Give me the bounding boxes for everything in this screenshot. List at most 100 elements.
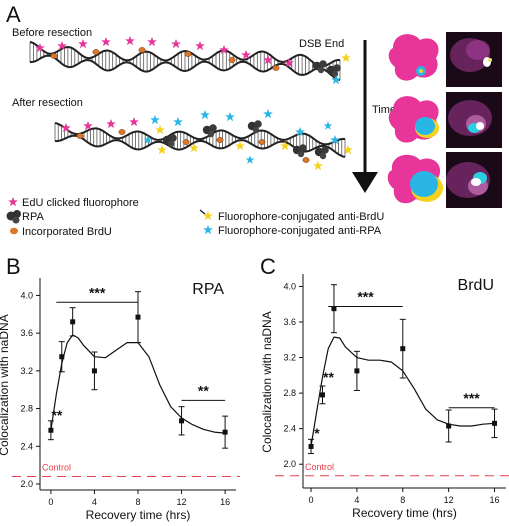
data-point [400,346,406,352]
chart-title: BrdU [458,277,494,294]
brdu-dot [182,139,190,145]
significance-label: ** [198,382,209,398]
dna-helix-before [29,41,341,81]
brdu-dot [50,53,58,59]
y-tick-label: 3.2 [20,366,33,376]
chart-title: RPA [192,281,224,298]
y-tick-label: 3.6 [20,328,33,338]
dna-strand-top [54,122,346,146]
dsb-end-label: DSB End [299,38,344,50]
y-axis-title: Colocalization with naDNA [0,314,11,455]
brdu-dot [272,65,280,71]
y-tick-label: 2.4 [20,441,33,451]
x-tick-label: 4 [354,495,359,505]
fit-curve [50,334,226,434]
x-axis-title: Recovery time (hrs) [86,508,191,522]
anti-brdu-star [235,141,245,151]
panel-a-letter: A [6,2,21,27]
brdu-dot [216,137,224,143]
legend-label-anti-rpa: Fluorophore-conjugated anti-RPA [218,225,382,237]
y-tick-label: 4.0 [283,281,296,291]
anti-brdu-star [313,161,323,171]
anti-rpa-star [173,117,183,127]
x-tick-label: 8 [135,497,140,507]
after-resection-label: After resection [12,97,83,109]
cell-illustration-2 [388,96,439,143]
data-point [135,314,141,320]
x-tick-label: 8 [400,495,405,505]
brdu-dot [228,57,236,63]
panel-letter: C [260,254,276,279]
significance-label: *** [89,284,106,300]
x-tick-label: 4 [92,497,97,507]
x-tick-label: 16 [490,495,500,505]
microscopy-image-2 [446,92,502,148]
magenta-star-icon [8,197,18,207]
anti-rpa-star [150,115,160,125]
blue-star-icon [203,225,213,235]
x-tick-label: 16 [220,497,230,507]
significance-label: ** [323,369,334,385]
y-tick-label: 2.0 [283,459,296,469]
dna-strand-bottom [30,54,341,81]
microscopy-image-1 [446,32,502,87]
dna-markers [35,36,353,171]
y-tick-label: 4.0 [20,290,33,300]
yellow-star-icon [199,209,213,221]
data-point [331,306,337,312]
edu-star [125,36,135,46]
legend-label-brdu: Incorporated BrdU [22,226,112,238]
anti-rpa-star [225,112,235,122]
edu-star [147,37,157,47]
x-tick-label: 12 [177,497,187,507]
data-point [59,354,65,360]
y-tick-label: 2.8 [20,404,33,414]
cell-illustration-1 [388,34,439,81]
anti-brdu-star [157,145,167,155]
x-tick-label: 0 [48,497,53,507]
edu-star [129,117,139,127]
rpa-cluster [162,134,177,148]
anti-brdu-star [341,53,351,63]
data-point [91,368,97,374]
brdu-dot [138,47,146,53]
data-point [70,319,76,325]
brdu-dot [302,157,310,163]
rpa-cluster [292,144,307,158]
y-axis-title: Colocalization with naDNA [260,311,274,452]
data-point [179,418,185,424]
y-tick-label: 2.4 [283,424,296,434]
data-point [222,429,228,435]
y-tick-label: 3.2 [283,353,296,363]
rpa-cluster-icon [6,210,21,224]
panel-a: A Before resection After resection DSB E… [6,2,502,238]
x-tick-label: 0 [309,495,314,505]
brdu-dot [184,51,192,57]
legend: EdU clicked fluorophore RPA Incorporated… [6,197,384,238]
data-point [446,423,452,429]
rpa-cluster [312,60,327,74]
brdu-dot [92,49,100,55]
rpa-cluster [202,124,217,138]
data-point [354,368,360,374]
before-resection-label: Before resection [12,27,92,39]
brdu-dot [258,139,266,145]
significance-label: *** [357,288,374,304]
anti-brdu-star [155,125,165,135]
rpa-cluster [326,64,341,78]
brdu-dot [76,133,84,139]
rpa-cluster [314,146,329,160]
anti-rpa-star [200,110,210,120]
edu-star [106,119,116,129]
brdu-dot [118,129,126,135]
data-point [492,420,498,426]
legend-label-edu: EdU clicked fluorophore [22,197,139,209]
x-axis-title: Recovery time (hrs) [352,506,457,520]
data-point [319,392,325,398]
y-tick-label: 2.8 [283,388,296,398]
x-tick-label: 12 [444,495,454,505]
y-tick-label: 3.6 [283,317,296,327]
y-tick-label: 2.0 [20,479,33,489]
anti-rpa-star [245,155,255,164]
